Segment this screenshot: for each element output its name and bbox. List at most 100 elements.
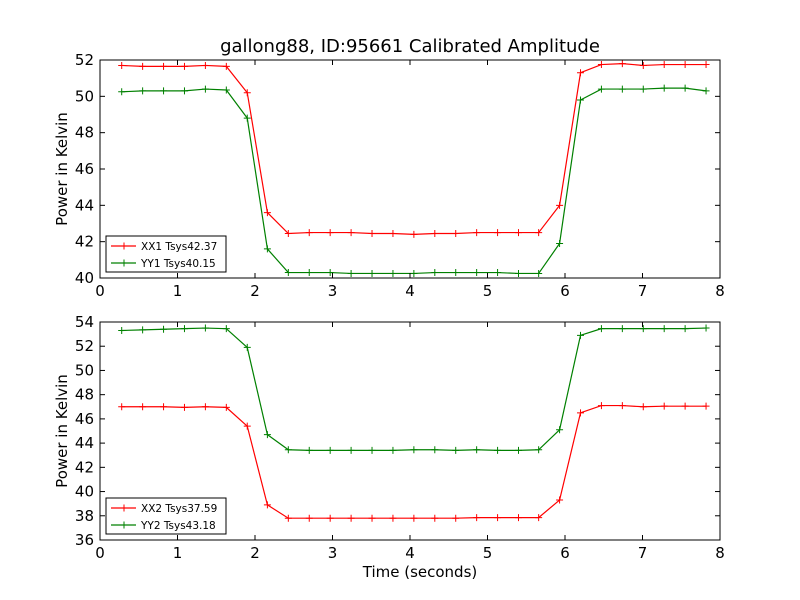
data-point: [243, 89, 251, 97]
data-point: [139, 87, 147, 95]
data-point: [515, 446, 522, 454]
data-point: [118, 61, 126, 69]
data-point: [263, 245, 271, 253]
y-tick-label: 40: [75, 483, 94, 501]
data-point: [702, 61, 710, 69]
legend-marker: [120, 242, 128, 250]
data-point: [681, 84, 689, 92]
data-point: [639, 403, 647, 411]
data-point: [160, 87, 168, 95]
data-point: [597, 402, 605, 410]
data-point: [681, 402, 689, 410]
x-axis-label: Time (seconds): [362, 563, 478, 581]
data-point: [368, 446, 376, 454]
data-point: [473, 269, 481, 277]
x-tick-label: 5: [483, 544, 493, 562]
x-tick-label: 8: [715, 544, 725, 562]
data-point: [639, 85, 647, 93]
data-point: [284, 269, 292, 277]
data-point: [222, 86, 230, 94]
data-point: [597, 85, 605, 93]
data-point: [347, 446, 355, 454]
x-tick-label: 6: [560, 544, 570, 562]
data-point: [494, 514, 502, 522]
y-tick-label: 36: [75, 531, 94, 549]
data-point: [305, 514, 313, 522]
data-point: [452, 446, 460, 454]
data-point: [702, 87, 710, 95]
data-point: [556, 201, 564, 209]
chart-title: gallong88, ID:95661 Calibrated Amplitude: [220, 36, 600, 57]
data-point: [368, 269, 376, 277]
data-point: [556, 426, 564, 434]
data-point: [410, 269, 418, 277]
y-tick-label: 52: [75, 337, 94, 355]
data-point: [326, 514, 334, 522]
data-point: [535, 446, 543, 454]
y-tick-label: 44: [75, 196, 94, 214]
data-point: [410, 230, 418, 238]
data-point: [681, 61, 689, 69]
data-point: [452, 269, 460, 277]
data-point: [577, 96, 584, 104]
legend-label: XX2 Tsys37.59: [141, 503, 217, 515]
data-point: [243, 114, 251, 122]
data-point: [284, 446, 292, 454]
data-point: [410, 514, 418, 522]
x-tick-label: 2: [250, 544, 260, 562]
data-point: [201, 403, 209, 411]
data-point: [201, 324, 209, 332]
data-point: [222, 62, 230, 70]
x-tick-label: 2: [250, 282, 260, 300]
data-point: [180, 62, 188, 70]
y-tick-label: 42: [75, 233, 94, 251]
data-point: [702, 402, 710, 410]
data-point: [556, 496, 564, 504]
data-point: [431, 269, 439, 277]
y-tick-label: 50: [75, 87, 94, 105]
data-point: [681, 325, 689, 333]
data-point: [515, 514, 522, 522]
x-tick-label: 4: [405, 282, 415, 300]
data-point: [180, 403, 188, 411]
data-point: [389, 269, 397, 277]
y-tick-label: 38: [75, 507, 94, 525]
y-tick-label: 48: [75, 386, 94, 404]
data-point: [263, 431, 271, 439]
data-point: [577, 331, 584, 339]
legend-marker: [120, 259, 128, 267]
plot-1: 0 1 2 3 4 5 6 7 8 40 42 44 46 48 50 52 Power in Kelvin XX…: [53, 51, 725, 300]
data-point: [222, 403, 230, 411]
data-point: [305, 229, 313, 237]
data-point: [347, 229, 355, 237]
data-point: [368, 514, 376, 522]
y-axis-label: Power in Kelvin: [53, 112, 71, 226]
data-point: [452, 514, 460, 522]
data-point: [660, 325, 668, 333]
legend: XX1 Tsys42.37 YY1 Tsys40.15: [105, 235, 227, 273]
data-point: [639, 325, 647, 333]
data-point: [305, 269, 313, 277]
x-tick-label: 0: [95, 282, 105, 300]
data-point: [263, 209, 271, 217]
data-point: [263, 501, 271, 509]
data-point: [494, 269, 502, 277]
x-tick-label: 1: [173, 544, 183, 562]
data-point: [618, 85, 626, 93]
x-tick-label: 6: [560, 282, 570, 300]
data-point: [660, 84, 668, 92]
legend-marker: [120, 521, 128, 529]
legend: XX2 Tsys37.59 YY2 Tsys43.18: [105, 497, 227, 535]
y-tick-label: 40: [75, 269, 94, 287]
y-axis-label: Power in Kelvin: [53, 374, 71, 488]
data-point: [180, 87, 188, 95]
data-point: [305, 446, 313, 454]
data-point: [347, 514, 355, 522]
y-tick-label: 48: [75, 124, 94, 142]
x-tick-label: 7: [638, 544, 648, 562]
plot-2: 0 1 2 3 4 5 6 7 8 36 38 40 42 44 46 48 50 52 54 Power in Ke…: [53, 313, 725, 581]
y-tick-label: 50: [75, 361, 94, 379]
data-point: [556, 239, 564, 247]
legend-box: [105, 235, 227, 273]
